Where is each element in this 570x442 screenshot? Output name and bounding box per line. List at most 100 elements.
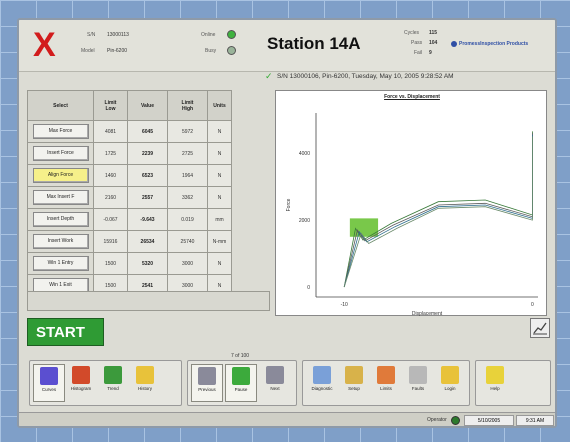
setup-button[interactable]: Setup xyxy=(338,364,370,402)
chart-panel: Force vs. Displacement 4000 2000 0 -10 0 Disp… xyxy=(275,90,547,317)
limit-low-cell: 1500 xyxy=(93,252,128,275)
limits-icon xyxy=(377,366,395,384)
select-button[interactable]: Insert Work xyxy=(32,234,89,249)
faults-button[interactable]: Faults xyxy=(402,364,434,402)
toolbar-label: Login xyxy=(444,386,456,391)
previous-button[interactable]: Previous xyxy=(191,364,223,402)
select-cell: Align Force xyxy=(27,164,94,187)
start-button[interactable]: START xyxy=(27,318,104,346)
select-cell: Max Force xyxy=(27,120,94,143)
limit-low-cell: 1725 xyxy=(93,142,128,165)
fail-label: Fail xyxy=(414,50,423,56)
x-axis-label: Displacement xyxy=(412,311,443,317)
station-title: Station 14A xyxy=(267,34,361,53)
limit-high-cell: 2725 xyxy=(167,142,208,165)
curve-series xyxy=(343,133,533,288)
table-row: Insert Work 15916 26534 25740 N-mm xyxy=(27,230,232,253)
select-button[interactable]: Max Insert F xyxy=(32,190,89,205)
fail-value: 9 xyxy=(429,50,432,56)
limit-high-cell: 25740 xyxy=(167,230,208,253)
login-button[interactable]: Login xyxy=(434,364,466,402)
y-axis-label: Force xyxy=(286,198,292,211)
pause-button[interactable]: Pause xyxy=(225,364,257,402)
select-button[interactable]: Max Force xyxy=(32,124,89,139)
units-cell: N xyxy=(207,186,232,209)
online-label: Online xyxy=(201,32,216,38)
check-icon: ✓ xyxy=(265,71,273,81)
toolbar-label: History xyxy=(137,386,152,391)
select-cell: Insert Force xyxy=(27,142,94,165)
y-tick-label: 4000 xyxy=(299,151,310,157)
toolbar-label: Histogram xyxy=(70,386,92,391)
table-footer-strip xyxy=(27,291,270,311)
table-row: Win 1 Entry 1500 5320 3000 N xyxy=(27,252,232,275)
model-value: Pin-6200 xyxy=(107,48,128,54)
limit-low-cell: 15916 xyxy=(93,230,128,253)
footer-status-led-icon xyxy=(451,416,460,425)
value-cell: 2239 xyxy=(127,142,168,165)
toolbar-label: Help xyxy=(490,386,500,391)
select-button[interactable]: Insert Force xyxy=(32,146,89,161)
trend-button[interactable]: Trend xyxy=(97,364,129,402)
select-button[interactable]: Align Force xyxy=(32,168,89,183)
results-table: Select Limit Low Value Limit High Units Ma… xyxy=(27,90,232,297)
table-row: Insert Force 1725 2239 2725 N xyxy=(27,142,232,165)
limit-low-cell: -0.067 xyxy=(93,208,128,231)
select-button[interactable]: Win 1 Entry xyxy=(32,256,89,271)
pause-icon xyxy=(232,367,250,385)
value-cell: 2557 xyxy=(127,186,168,209)
status-footer: Operator 5/10/2005 9:31 AM xyxy=(19,412,555,426)
curve-series xyxy=(343,131,533,288)
value-cell: 6523 xyxy=(127,164,168,187)
operator-label: Operator xyxy=(427,417,447,423)
x-tick-label: -10 xyxy=(341,302,348,308)
curves-button[interactable]: Curves xyxy=(33,364,65,402)
value-cell: 26534 xyxy=(127,230,168,253)
toolbar-label: Faults xyxy=(411,386,425,391)
units-cell: N xyxy=(207,142,232,165)
toolbar-label: Trend xyxy=(107,386,119,391)
help-button[interactable]: Help xyxy=(479,364,511,402)
value-cell: 6045 xyxy=(127,120,168,143)
histogram-button[interactable]: Histogram xyxy=(65,364,97,402)
cycles-label: Cycles xyxy=(404,30,420,36)
col-value: Value xyxy=(127,90,168,121)
units-cell: N-mm xyxy=(207,230,232,253)
sn-label: S/N xyxy=(87,32,96,38)
select-button[interactable]: Insert Depth xyxy=(32,212,89,227)
table-row: Max Insert F 2160 2557 3362 N xyxy=(27,186,232,209)
toolbar-label: Previous xyxy=(198,387,216,392)
table-row: Max Force 4081 6045 5972 N xyxy=(27,120,232,143)
footer-time: 9:31 AM xyxy=(516,415,554,426)
curve-series xyxy=(343,136,533,288)
header-bar: X S/N 13000113 Model Pin-6200 Online Bus… xyxy=(19,20,555,72)
part-status-line: S/N 13000106, Pin-6200, Tuesday, May 10,… xyxy=(277,73,454,80)
footer-date: 5/10/2005 xyxy=(464,415,514,426)
history-button[interactable]: History xyxy=(129,364,161,402)
next-button[interactable]: Next xyxy=(259,364,291,402)
x-tick-label: 0 xyxy=(531,302,534,308)
diagnostic-button[interactable]: Diagnostic xyxy=(306,364,338,402)
chart-view-icon[interactable] xyxy=(530,318,550,338)
toolbar-label: Next xyxy=(270,386,280,391)
sn-value: 13000113 xyxy=(107,32,129,38)
help-icon xyxy=(486,366,504,384)
app-window: X S/N 13000113 Model Pin-6200 Online Bus… xyxy=(17,18,557,428)
toolbar-label: Setup xyxy=(348,386,360,391)
units-cell: mm xyxy=(207,208,232,231)
units-cell: N xyxy=(207,164,232,187)
toolbar-label: Diagnostic xyxy=(311,386,333,391)
toolbar-label: Curves xyxy=(41,387,57,392)
col-select: Select xyxy=(27,90,94,121)
limits-button[interactable]: Limits xyxy=(370,364,402,402)
limit-high-cell: 3000 xyxy=(167,252,208,275)
curve-series xyxy=(343,134,533,288)
select-cell: Insert Work xyxy=(27,230,94,253)
select-cell: Win 1 Entry xyxy=(27,252,94,275)
units-cell: N xyxy=(207,252,232,275)
table-row: Insert Depth -0.067 -9.643 0.019 mm xyxy=(27,208,232,231)
limit-high-cell: 0.019 xyxy=(167,208,208,231)
faults-icon xyxy=(409,366,427,384)
table-row: Align Force 1460 6523 1964 N xyxy=(27,164,232,187)
value-cell: 5320 xyxy=(127,252,168,275)
